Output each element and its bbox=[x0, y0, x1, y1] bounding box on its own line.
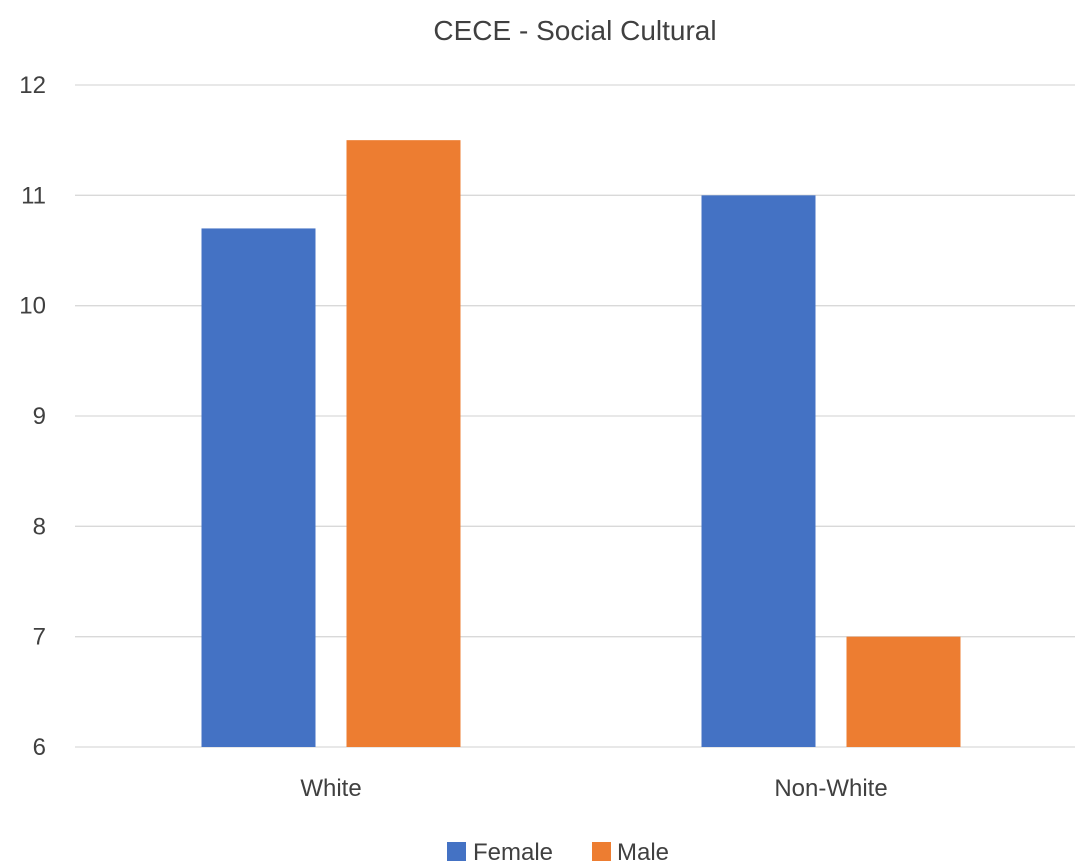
legend-label-female: Female bbox=[473, 839, 553, 862]
y-axis-tick-labels: 6 7 8 9 10 11 12 bbox=[19, 72, 46, 761]
bar-male-white bbox=[346, 140, 461, 747]
y-tick-label: 6 bbox=[33, 734, 46, 761]
legend-label-male: Male bbox=[617, 839, 669, 862]
y-tick-label: 10 bbox=[19, 293, 46, 320]
legend-swatch-female bbox=[447, 842, 466, 861]
y-tick-label: 11 bbox=[21, 182, 46, 209]
chart-title: CECE - Social Cultural bbox=[433, 15, 716, 46]
legend: Female Male bbox=[447, 839, 669, 862]
y-tick-label: 12 bbox=[19, 72, 46, 99]
y-tick-label: 7 bbox=[33, 624, 46, 651]
bar-female-white bbox=[201, 228, 316, 747]
bar-female-non-white bbox=[701, 195, 816, 748]
bars bbox=[201, 140, 961, 748]
legend-swatch-male bbox=[592, 842, 611, 861]
x-category-label: White bbox=[300, 775, 361, 802]
y-tick-label: 8 bbox=[33, 513, 46, 540]
x-axis-category-labels: White Non-White bbox=[300, 775, 887, 802]
y-tick-label: 9 bbox=[33, 403, 46, 430]
x-category-label: Non-White bbox=[774, 775, 887, 802]
bar-male-non-white bbox=[846, 636, 961, 747]
